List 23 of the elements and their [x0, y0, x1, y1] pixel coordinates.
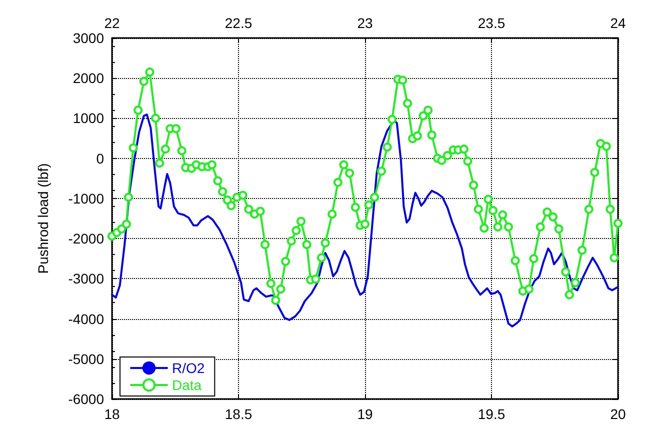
y-tick-label: -6000	[68, 391, 104, 407]
y-tick-label: 2000	[72, 70, 104, 86]
x2-tick-label: 24	[610, 15, 626, 31]
y-tick-label: -4000	[68, 310, 104, 327]
y-tick-label: -1000	[68, 190, 104, 206]
y-axis-title: Pushrod load (lbf)	[35, 163, 51, 274]
x2-tick-label: 22.5	[224, 15, 252, 31]
x-tick-label: 19	[357, 406, 373, 422]
y-tick-label: 1000	[72, 110, 104, 126]
y-tick-label: -5000	[68, 350, 104, 367]
legend-label: R/O2	[172, 360, 205, 376]
legend-label: Data	[172, 377, 202, 393]
x2-tick-label: 23	[357, 15, 373, 31]
y-tick-label: 3000	[72, 30, 104, 46]
x2-tick-label: 23.5	[478, 15, 506, 31]
x2-tick-label: 22	[104, 15, 120, 31]
y-tick-label: -3000	[68, 270, 104, 287]
y-tick-label: 0	[96, 150, 104, 166]
x-tick-label: 18	[104, 406, 120, 422]
x-tick-label: 20	[610, 406, 626, 422]
x-tick-label: 19.5	[478, 406, 506, 422]
x-tick-label: 18.5	[224, 406, 252, 422]
y-tick-label: -2000	[68, 230, 104, 247]
